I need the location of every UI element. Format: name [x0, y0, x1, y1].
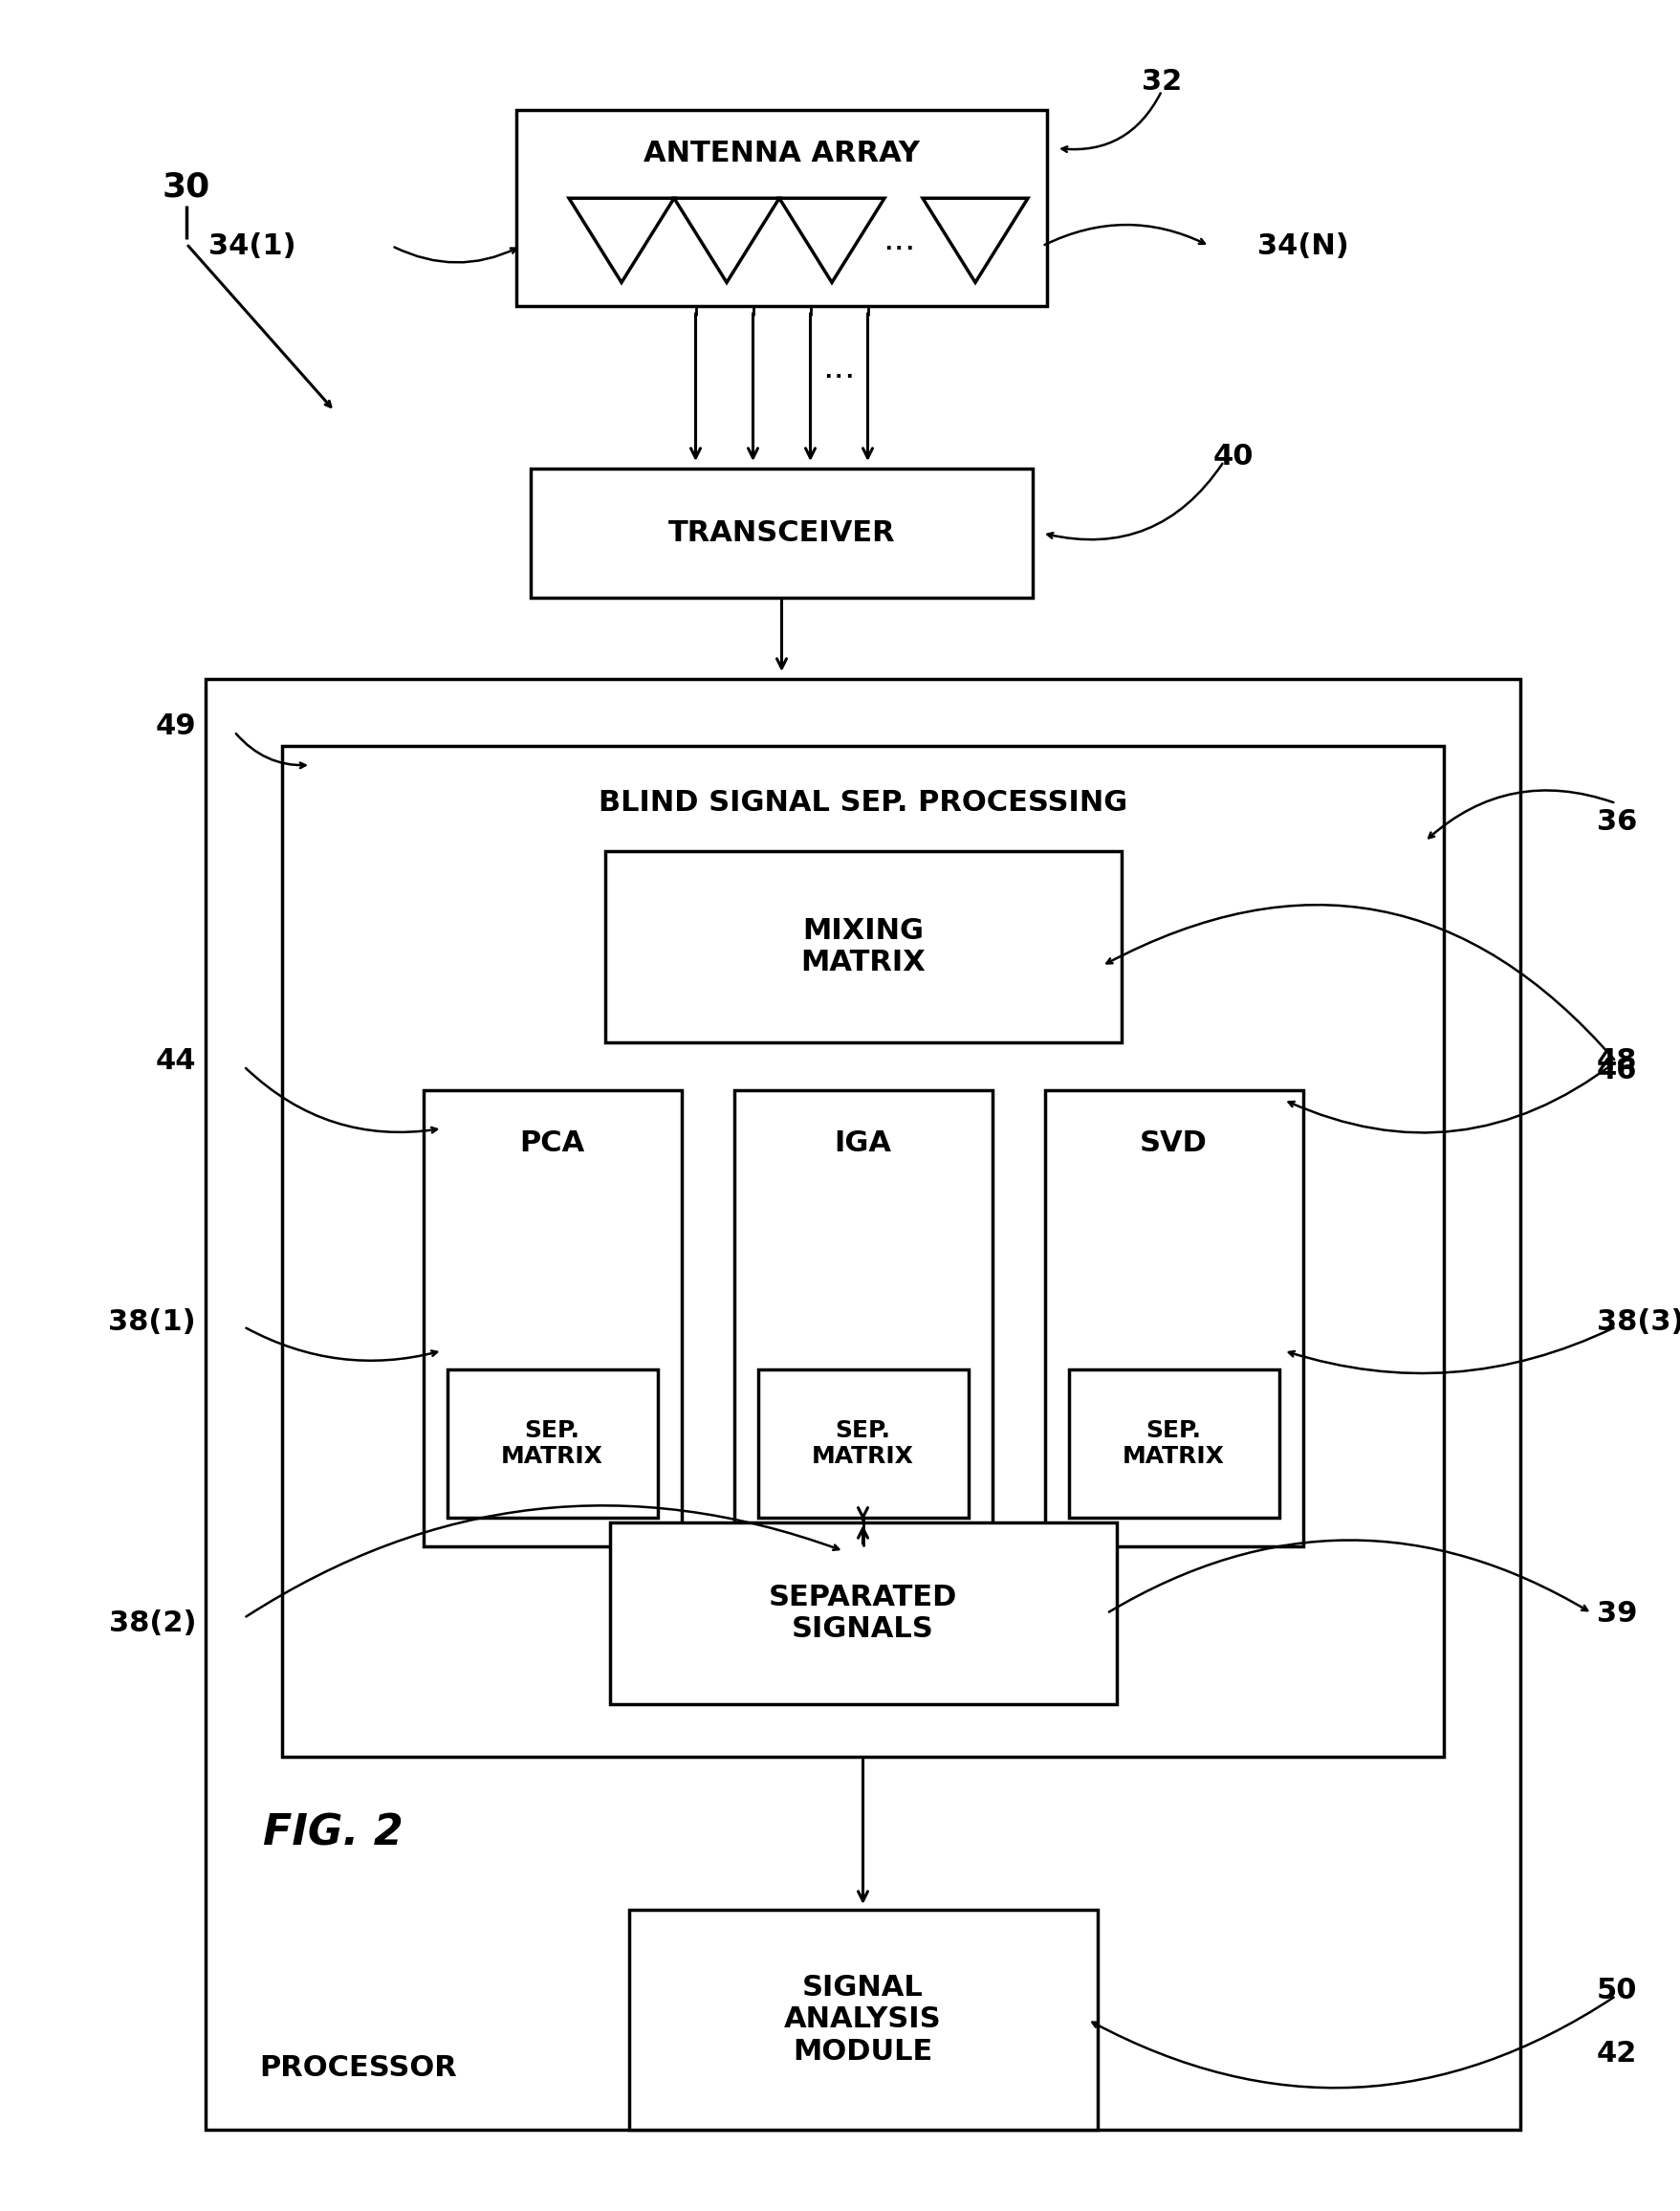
Text: SEP.
MATRIX: SEP. MATRIX	[501, 1419, 603, 1468]
Bar	[605, 851, 1121, 1041]
Bar	[447, 1369, 657, 1517]
Text: PROCESSOR: PROCESSOR	[260, 2054, 457, 2083]
Bar	[531, 469, 1033, 597]
Bar	[423, 1090, 682, 1545]
Text: MIXING
MATRIX: MIXING MATRIX	[800, 918, 926, 977]
Text: 39: 39	[1596, 1599, 1638, 1627]
Bar	[1045, 1090, 1302, 1545]
Text: 38(3): 38(3)	[1596, 1309, 1680, 1335]
Text: 30: 30	[163, 170, 210, 203]
Bar	[734, 1090, 991, 1545]
Bar	[758, 1369, 968, 1517]
Text: 32: 32	[1141, 66, 1183, 95]
Text: 40: 40	[1213, 442, 1253, 471]
Text: ANTENNA ARRAY: ANTENNA ARRAY	[643, 139, 919, 168]
Text: 44: 44	[155, 1048, 197, 1075]
Bar	[205, 679, 1520, 2129]
Text: 34(1): 34(1)	[208, 232, 296, 261]
Text: 42: 42	[1596, 2039, 1638, 2067]
Text: SEPARATED
SIGNALS: SEPARATED SIGNALS	[768, 1583, 958, 1643]
Bar	[516, 111, 1047, 305]
Text: SVD: SVD	[1139, 1130, 1208, 1156]
Text: BLIND SIGNAL SEP. PROCESSING: BLIND SIGNAL SEP. PROCESSING	[598, 789, 1127, 818]
Text: 38(2): 38(2)	[109, 1610, 197, 1636]
Bar	[282, 745, 1443, 1758]
Text: SEP.
MATRIX: SEP. MATRIX	[811, 1419, 914, 1468]
Text: TRANSCEIVER: TRANSCEIVER	[669, 520, 895, 546]
Text: IGA: IGA	[835, 1130, 892, 1156]
Text: 48: 48	[1596, 1048, 1638, 1075]
Text: PCA: PCA	[519, 1130, 585, 1156]
Text: 34(N): 34(N)	[1257, 232, 1349, 261]
Text: ...: ...	[882, 223, 916, 256]
Text: 49: 49	[155, 712, 197, 741]
Text: SEP.
MATRIX: SEP. MATRIX	[1122, 1419, 1225, 1468]
Text: 36: 36	[1596, 809, 1638, 836]
Bar	[610, 1523, 1116, 1705]
Text: ...: ...	[823, 352, 855, 385]
Text: 38(1): 38(1)	[109, 1309, 197, 1335]
Bar	[1068, 1369, 1278, 1517]
Text: 46: 46	[1596, 1057, 1638, 1086]
Text: FIG. 2: FIG. 2	[264, 1813, 403, 1853]
Text: 50: 50	[1596, 1977, 1638, 2005]
Text: SIGNAL
ANALYSIS
MODULE: SIGNAL ANALYSIS MODULE	[785, 1974, 942, 2065]
Bar	[628, 1910, 1097, 2129]
